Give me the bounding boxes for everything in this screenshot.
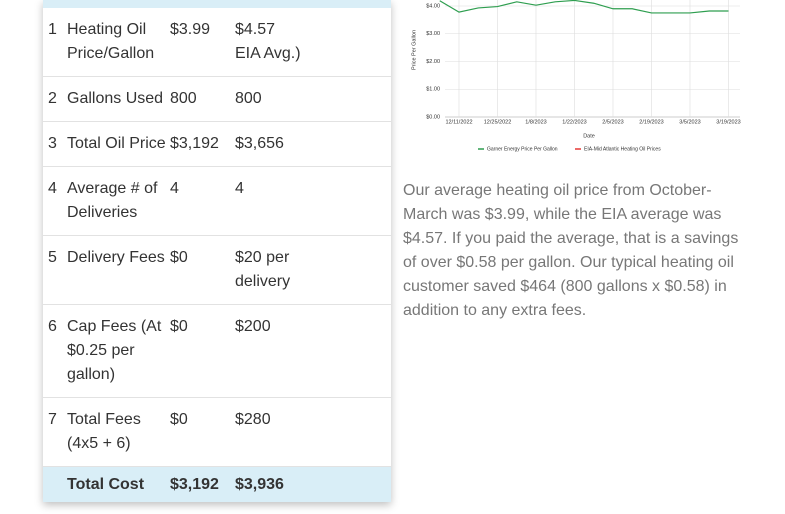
table-row: 6 Cap Fees (At $0.25 per gallon) $0 $200	[43, 304, 391, 398]
table-cell: $3.99	[170, 8, 235, 77]
x-tick-label: 12/25/2022	[484, 119, 512, 125]
table-cell: $4.57 EIA Avg.)	[235, 8, 391, 77]
table-cell: Gallons Used	[67, 76, 170, 122]
table-cell: 1	[43, 8, 67, 77]
table-cell: $3,192	[170, 466, 235, 502]
table-cell: 800	[170, 76, 235, 122]
legend-label: EIA-Mid Atlantic Heating Oil Prices	[584, 146, 661, 152]
table-row: 3 Total Oil Price $3,192 $3,656	[43, 121, 391, 167]
table-cell: Cap Fees (At $0.25 per gallon)	[67, 304, 170, 398]
table-header	[43, 0, 391, 8]
table-cell: $3,936	[235, 466, 391, 502]
x-tick-label: 1/22/2023	[562, 119, 586, 125]
total-row: Total Cost $3,192 $3,936	[43, 466, 391, 502]
table-cell: $20 per delivery	[235, 235, 391, 305]
legend-label: Garner Energy Price Per Gallon	[487, 146, 558, 152]
table-cell: $0	[170, 235, 235, 305]
table-cell	[43, 466, 67, 502]
chart: $0.00 $1.00 $2.00 $3.00 $4.00 12/11/2022 12/25…	[411, 0, 741, 152]
table-cell: Delivery Fees	[67, 235, 170, 305]
line-series	[439, 0, 729, 14]
table-cell: 4	[235, 166, 391, 236]
y-tick-label: $0.00	[426, 114, 440, 120]
table-cell: 3	[43, 121, 67, 167]
table-cell: $200	[235, 304, 391, 398]
y-tick-label: $3.00	[426, 31, 440, 37]
table-cell: 2	[43, 76, 67, 122]
table-cell: 6	[43, 304, 67, 398]
table-row: 2 Gallons Used 800 800	[43, 76, 391, 122]
table-cell: Average # of Deliveries	[67, 166, 170, 236]
table-cell: 4	[170, 166, 235, 236]
table-row: 5 Delivery Fees $0 $20 per delivery	[43, 235, 391, 305]
table-cell: Total Cost	[67, 466, 170, 502]
table-cell: $0	[170, 397, 235, 467]
table-cell: Total Fees (4x5 + 6)	[67, 397, 170, 467]
x-axis-label: Date	[583, 133, 595, 139]
table-cell: $0	[170, 304, 235, 398]
table-cell: $3,656	[235, 121, 391, 167]
table-cell: 4	[43, 166, 67, 236]
table-cell: 5	[43, 235, 67, 305]
table-cell: 800	[235, 76, 391, 122]
table-panel: 1 Heating Oil Price/Gallon $3.99 $4.57 EIA …	[43, 0, 391, 502]
paragraph: Our average heating oil price from Octob…	[403, 182, 739, 319]
y-tick-label: $1.00	[426, 87, 440, 93]
x-tick-label: 2/19/2023	[639, 119, 663, 125]
table-cell: Total Oil Price	[67, 121, 170, 167]
y-tick-label: $4.00	[426, 3, 440, 9]
y-tick-label: $2.00	[426, 59, 440, 65]
x-tick-label: 12/11/2022	[445, 119, 472, 125]
x-tick-label: 3/5/2023	[679, 119, 700, 125]
table-row: 1 Heating Oil Price/Gallon $3.99 $4.57 EIA …	[43, 8, 391, 77]
table-cell: Heating Oil Price/Gallon	[67, 8, 170, 77]
table-cell: 7	[43, 397, 67, 467]
table-row: 7 Total Fees (4x5 + 6) $0 $280	[43, 397, 391, 467]
x-tick-label: 1/8/2023	[525, 119, 546, 125]
x-tick-label: 2/5/2023	[602, 119, 623, 125]
y-axis-label: Price Per Gallon	[411, 30, 417, 70]
table-cell: $280	[235, 397, 391, 467]
x-tick-label: 3/19/2023	[716, 119, 740, 125]
cost-table: 1 Heating Oil Price/Gallon $3.99 $4.57 EIA …	[43, 8, 391, 502]
table-row: 4 Average # of Deliveries 4 4	[43, 166, 391, 236]
table-cell: $3,192	[170, 121, 235, 167]
